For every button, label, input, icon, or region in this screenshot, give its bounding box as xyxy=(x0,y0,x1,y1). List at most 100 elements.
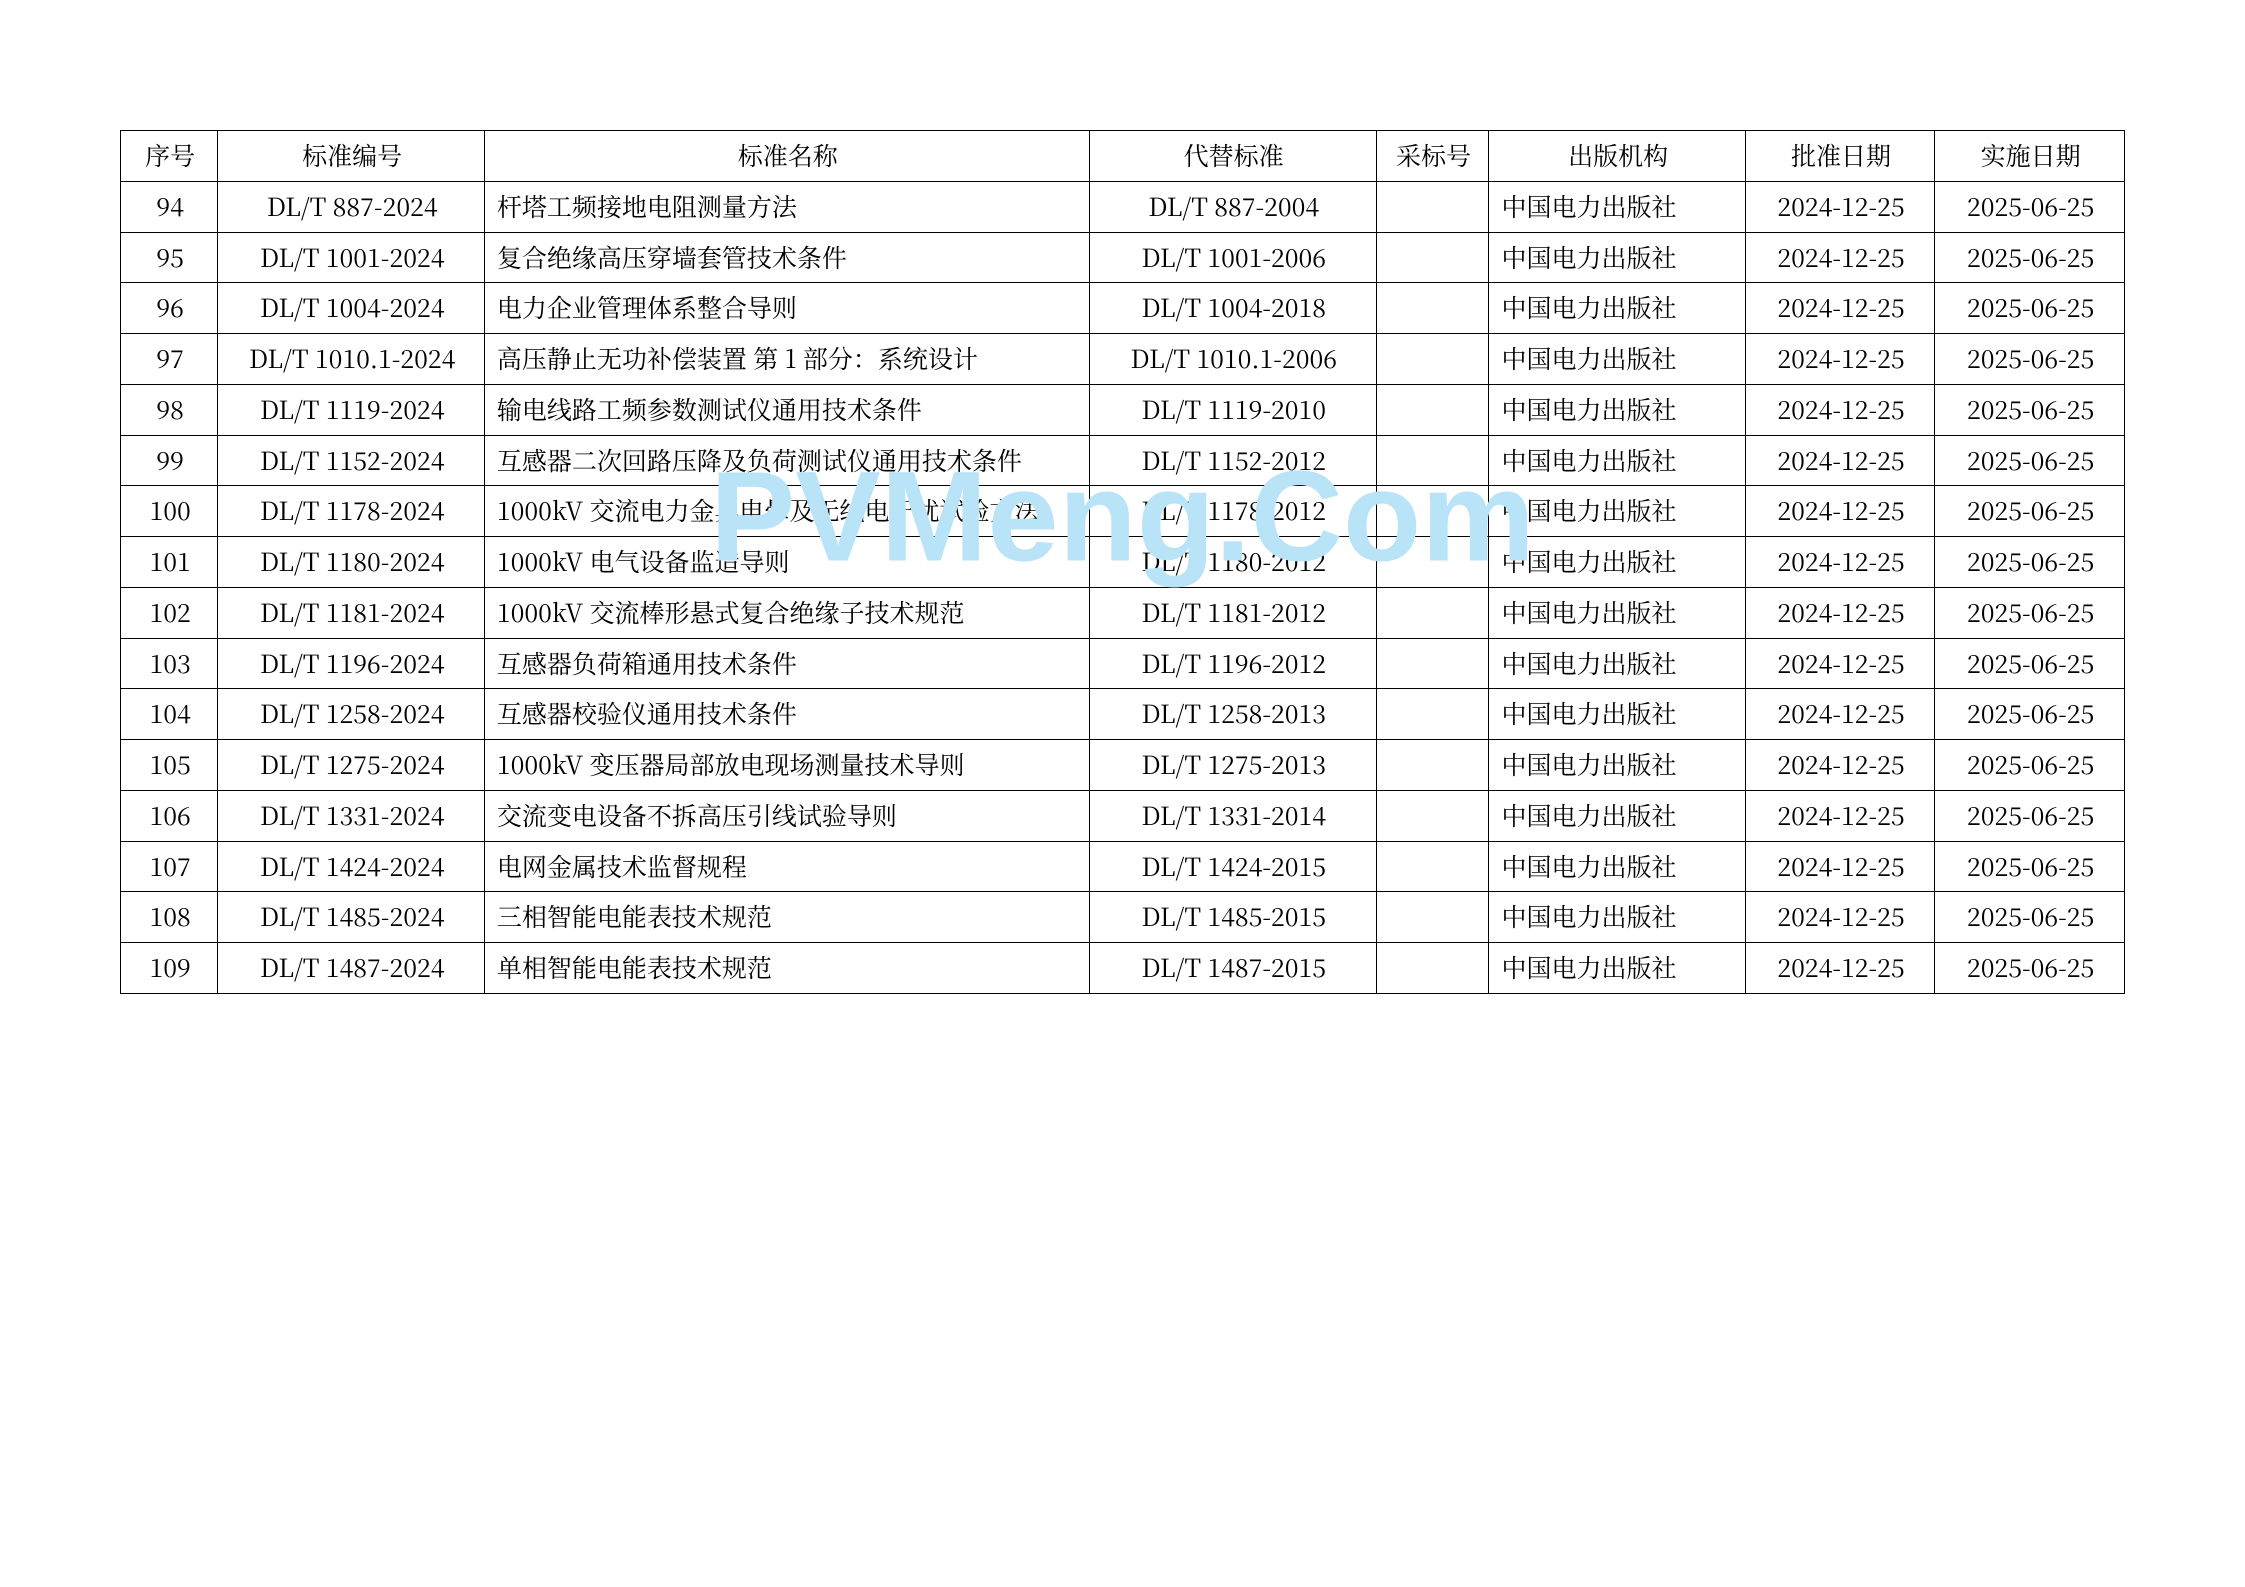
cell-adoption-code xyxy=(1376,943,1489,994)
cell-implementation-date: 2025-06-25 xyxy=(1935,537,2125,588)
col-header-name: 标准名称 xyxy=(484,131,1089,182)
cell-implementation-date: 2025-06-25 xyxy=(1935,892,2125,943)
cell-standard-code: DL/T 1004-2024 xyxy=(218,283,485,334)
cell-seq: 107 xyxy=(121,841,218,892)
table-row: 94DL/T 887-2024杆塔工频接地电阻测量方法DL/T 887-2004… xyxy=(121,181,2125,232)
cell-seq: 105 xyxy=(121,740,218,791)
table-row: 99DL/T 1152-2024互感器二次回路压降及负荷测试仪通用技术条件DL/… xyxy=(121,435,2125,486)
cell-implementation-date: 2025-06-25 xyxy=(1935,181,2125,232)
cell-standard-code: DL/T 1258-2024 xyxy=(218,689,485,740)
table-row: 97DL/T 1010.1-2024高压静止无功补偿装置 第 1 部分：系统设计… xyxy=(121,334,2125,385)
cell-standard-name: 1000kV 交流电力金具电晕及无线电干扰试验方法 xyxy=(484,486,1089,537)
cell-seq: 100 xyxy=(121,486,218,537)
standards-table: 序号 标准编号 标准名称 代替标准 采标号 出版机构 批准日期 实施日期 94D… xyxy=(120,130,2125,994)
cell-publisher: 中国电力出版社 xyxy=(1489,943,1745,994)
cell-standard-name: 1000kV 变压器局部放电现场测量技术导则 xyxy=(484,740,1089,791)
cell-standard-name: 三相智能电能表技术规范 xyxy=(484,892,1089,943)
cell-approval-date: 2024-12-25 xyxy=(1745,181,1935,232)
cell-standard-name: 电网金属技术监督规程 xyxy=(484,841,1089,892)
table-row: 95DL/T 1001-2024复合绝缘高压穿墙套管技术条件DL/T 1001-… xyxy=(121,232,2125,283)
cell-seq: 99 xyxy=(121,435,218,486)
cell-standard-name: 电力企业管理体系整合导则 xyxy=(484,283,1089,334)
cell-publisher: 中国电力出版社 xyxy=(1489,638,1745,689)
cell-seq: 97 xyxy=(121,334,218,385)
cell-approval-date: 2024-12-25 xyxy=(1745,841,1935,892)
cell-replaced-standard: DL/T 1004-2018 xyxy=(1089,283,1376,334)
table-row: 101DL/T 1180-20241000kV 电气设备监造导则DL/T 118… xyxy=(121,537,2125,588)
cell-publisher: 中国电力出版社 xyxy=(1489,435,1745,486)
cell-publisher: 中国电力出版社 xyxy=(1489,689,1745,740)
cell-standard-name: 单相智能电能表技术规范 xyxy=(484,943,1089,994)
cell-approval-date: 2024-12-25 xyxy=(1745,232,1935,283)
table-body: 94DL/T 887-2024杆塔工频接地电阻测量方法DL/T 887-2004… xyxy=(121,181,2125,993)
cell-standard-code: DL/T 1178-2024 xyxy=(218,486,485,537)
cell-approval-date: 2024-12-25 xyxy=(1745,790,1935,841)
table-row: 98DL/T 1119-2024输电线路工频参数测试仪通用技术条件DL/T 11… xyxy=(121,384,2125,435)
cell-standard-name: 杆塔工频接地电阻测量方法 xyxy=(484,181,1089,232)
cell-seq: 98 xyxy=(121,384,218,435)
cell-standard-code: DL/T 1487-2024 xyxy=(218,943,485,994)
cell-adoption-code xyxy=(1376,841,1489,892)
cell-adoption-code xyxy=(1376,486,1489,537)
cell-standard-code: DL/T 887-2024 xyxy=(218,181,485,232)
cell-approval-date: 2024-12-25 xyxy=(1745,740,1935,791)
cell-seq: 104 xyxy=(121,689,218,740)
cell-approval-date: 2024-12-25 xyxy=(1745,537,1935,588)
cell-publisher: 中国电力出版社 xyxy=(1489,537,1745,588)
col-header-code: 标准编号 xyxy=(218,131,485,182)
cell-approval-date: 2024-12-25 xyxy=(1745,892,1935,943)
cell-seq: 95 xyxy=(121,232,218,283)
cell-publisher: 中国电力出版社 xyxy=(1489,232,1745,283)
col-header-appr: 批准日期 xyxy=(1745,131,1935,182)
cell-standard-code: DL/T 1010.1-2024 xyxy=(218,334,485,385)
cell-standard-name: 输电线路工频参数测试仪通用技术条件 xyxy=(484,384,1089,435)
table-row: 104DL/T 1258-2024互感器校验仪通用技术条件DL/T 1258-2… xyxy=(121,689,2125,740)
cell-standard-name: 复合绝缘高压穿墙套管技术条件 xyxy=(484,232,1089,283)
cell-standard-name: 互感器二次回路压降及负荷测试仪通用技术条件 xyxy=(484,435,1089,486)
cell-replaced-standard: DL/T 1180-2012 xyxy=(1089,537,1376,588)
cell-publisher: 中国电力出版社 xyxy=(1489,587,1745,638)
cell-approval-date: 2024-12-25 xyxy=(1745,283,1935,334)
cell-implementation-date: 2025-06-25 xyxy=(1935,334,2125,385)
cell-replaced-standard: DL/T 1119-2010 xyxy=(1089,384,1376,435)
cell-seq: 108 xyxy=(121,892,218,943)
cell-approval-date: 2024-12-25 xyxy=(1745,334,1935,385)
col-header-impl: 实施日期 xyxy=(1935,131,2125,182)
cell-implementation-date: 2025-06-25 xyxy=(1935,232,2125,283)
cell-approval-date: 2024-12-25 xyxy=(1745,689,1935,740)
cell-adoption-code xyxy=(1376,283,1489,334)
cell-replaced-standard: DL/T 1424-2015 xyxy=(1089,841,1376,892)
cell-standard-code: DL/T 1275-2024 xyxy=(218,740,485,791)
cell-publisher: 中国电力出版社 xyxy=(1489,790,1745,841)
col-header-repl: 代替标准 xyxy=(1089,131,1376,182)
cell-adoption-code xyxy=(1376,537,1489,588)
cell-standard-code: DL/T 1152-2024 xyxy=(218,435,485,486)
table-row: 100DL/T 1178-20241000kV 交流电力金具电晕及无线电干扰试验… xyxy=(121,486,2125,537)
header-row: 序号 标准编号 标准名称 代替标准 采标号 出版机构 批准日期 实施日期 xyxy=(121,131,2125,182)
page-container: PVMeng.Com 序号 标准编号 标准名称 代替标准 采标号 出版机构 批准… xyxy=(0,0,2245,994)
cell-replaced-standard: DL/T 887-2004 xyxy=(1089,181,1376,232)
cell-replaced-standard: DL/T 1487-2015 xyxy=(1089,943,1376,994)
cell-adoption-code xyxy=(1376,435,1489,486)
cell-implementation-date: 2025-06-25 xyxy=(1935,689,2125,740)
cell-adoption-code xyxy=(1376,334,1489,385)
cell-seq: 94 xyxy=(121,181,218,232)
cell-seq: 96 xyxy=(121,283,218,334)
cell-replaced-standard: DL/T 1275-2013 xyxy=(1089,740,1376,791)
cell-approval-date: 2024-12-25 xyxy=(1745,943,1935,994)
cell-standard-code: DL/T 1181-2024 xyxy=(218,587,485,638)
cell-replaced-standard: DL/T 1001-2006 xyxy=(1089,232,1376,283)
cell-seq: 106 xyxy=(121,790,218,841)
cell-publisher: 中国电力出版社 xyxy=(1489,181,1745,232)
cell-replaced-standard: DL/T 1258-2013 xyxy=(1089,689,1376,740)
cell-implementation-date: 2025-06-25 xyxy=(1935,740,2125,791)
table-header: 序号 标准编号 标准名称 代替标准 采标号 出版机构 批准日期 实施日期 xyxy=(121,131,2125,182)
cell-adoption-code xyxy=(1376,181,1489,232)
cell-standard-code: DL/T 1424-2024 xyxy=(218,841,485,892)
col-header-adopt: 采标号 xyxy=(1376,131,1489,182)
cell-standard-code: DL/T 1119-2024 xyxy=(218,384,485,435)
cell-publisher: 中国电力出版社 xyxy=(1489,486,1745,537)
cell-standard-name: 互感器校验仪通用技术条件 xyxy=(484,689,1089,740)
table-row: 108DL/T 1485-2024三相智能电能表技术规范DL/T 1485-20… xyxy=(121,892,2125,943)
cell-publisher: 中国电力出版社 xyxy=(1489,283,1745,334)
